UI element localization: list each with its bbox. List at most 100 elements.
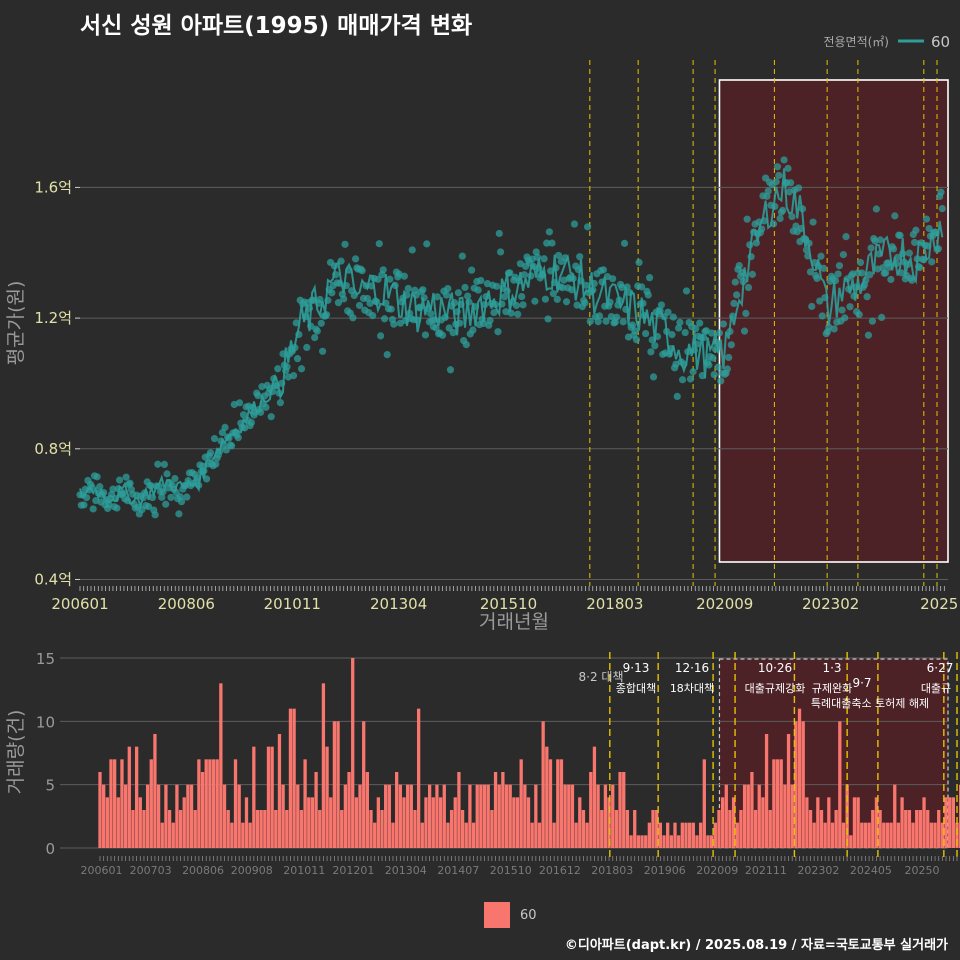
- volume-bar: [373, 822, 377, 848]
- price-xtick-label: 200806: [158, 595, 215, 613]
- volume-bar: [362, 721, 366, 848]
- price-point: [841, 314, 849, 322]
- volume-bar: [200, 772, 205, 848]
- price-point: [461, 283, 469, 292]
- price-point: [595, 312, 604, 320]
- volume-ytick-label: 5: [45, 777, 55, 795]
- volume-bar: [717, 810, 721, 848]
- price-point: [289, 371, 298, 380]
- price-point: [115, 476, 124, 484]
- volume-xtick-label: 20250: [905, 864, 940, 877]
- price-point: [262, 403, 270, 411]
- price-xtick-label: 201011: [264, 595, 321, 613]
- volume-bar: [230, 822, 234, 848]
- volume-bar: [270, 746, 274, 848]
- volume-bar: [387, 784, 391, 848]
- price-point: [838, 306, 846, 314]
- volume-xtick-label: 201510: [490, 864, 532, 877]
- price-point: [719, 320, 728, 328]
- price-point: [723, 365, 731, 373]
- price-mean-line: [79, 168, 944, 510]
- price-point: [676, 318, 684, 326]
- price-point: [744, 283, 753, 292]
- volume-bar: [783, 784, 787, 848]
- volume-bar: [405, 784, 410, 848]
- volume-bar: [786, 734, 791, 848]
- policy-name-label: 대출규: [921, 682, 951, 695]
- volume-bar: [420, 822, 424, 848]
- price-xtick-label: 202302: [802, 595, 859, 613]
- policy-name-label: 종합대책: [616, 682, 656, 695]
- volume-bar: [299, 810, 304, 848]
- volume-bar: [468, 784, 472, 848]
- price-point: [109, 485, 117, 493]
- price-point: [126, 479, 134, 487]
- price-point: [486, 316, 494, 325]
- price-point: [740, 327, 749, 335]
- volume-bar: [618, 772, 622, 848]
- volume-bar: [709, 835, 714, 848]
- price-point: [531, 297, 539, 305]
- volume-bar: [658, 822, 663, 848]
- volume-bar: [592, 746, 597, 848]
- volume-xtick-label: 200806: [182, 864, 224, 877]
- price-point: [772, 178, 780, 186]
- volume-bar: [307, 797, 311, 848]
- volume-xtick-label: 201906: [644, 864, 686, 877]
- volume-bar: [944, 797, 948, 848]
- volume-bar: [614, 810, 619, 848]
- price-point: [175, 510, 183, 518]
- volume-bar: [750, 772, 754, 848]
- volume-bar: [424, 797, 428, 848]
- price-point: [582, 281, 590, 289]
- volume-bar: [849, 835, 853, 848]
- volume-bar: [288, 708, 293, 848]
- volume-bar: [197, 759, 201, 848]
- volume-bar: [376, 797, 380, 848]
- price-point: [820, 264, 828, 272]
- price-point: [386, 275, 394, 283]
- price-point: [239, 411, 248, 419]
- price-point: [549, 290, 557, 298]
- price-point: [222, 446, 230, 454]
- volume-xtick-label: 202405: [850, 864, 892, 877]
- volume-bar: [303, 759, 307, 848]
- volume-bar: [794, 721, 798, 848]
- price-point: [863, 293, 871, 301]
- price-point: [872, 205, 880, 213]
- volume-bar: [775, 759, 780, 848]
- price-point: [462, 341, 470, 349]
- volume-bar: [120, 759, 124, 848]
- volume-bar: [852, 797, 857, 848]
- price-point: [442, 291, 451, 299]
- volume-bar: [731, 797, 736, 848]
- price-point: [735, 261, 743, 270]
- price-point: [427, 310, 435, 318]
- volume-bar: [808, 810, 813, 848]
- price-point: [937, 188, 945, 196]
- price-point: [808, 302, 816, 311]
- volume-bar: [677, 835, 681, 848]
- volume-bar: [951, 797, 955, 848]
- price-point: [651, 342, 659, 350]
- volume-bar: [332, 721, 337, 848]
- volume-bar: [457, 772, 461, 848]
- volume-bar: [347, 772, 351, 848]
- price-point: [113, 504, 121, 512]
- volume-xtick-label: 200703: [130, 864, 172, 877]
- volume-bar: [351, 658, 355, 848]
- price-point: [635, 258, 643, 267]
- volume-bar: [142, 810, 146, 848]
- price-point: [784, 164, 792, 172]
- price-point: [313, 327, 321, 335]
- price-point: [235, 399, 244, 407]
- price-x-axis-title: 거래년월: [479, 611, 549, 633]
- price-point: [494, 328, 502, 336]
- volume-bar: [589, 772, 593, 848]
- volume-bar: [134, 746, 139, 848]
- volume-bar: [911, 822, 915, 848]
- price-point: [514, 310, 522, 318]
- volume-bar: [636, 835, 641, 848]
- volume-bar: [336, 721, 340, 848]
- volume-bar: [893, 784, 897, 848]
